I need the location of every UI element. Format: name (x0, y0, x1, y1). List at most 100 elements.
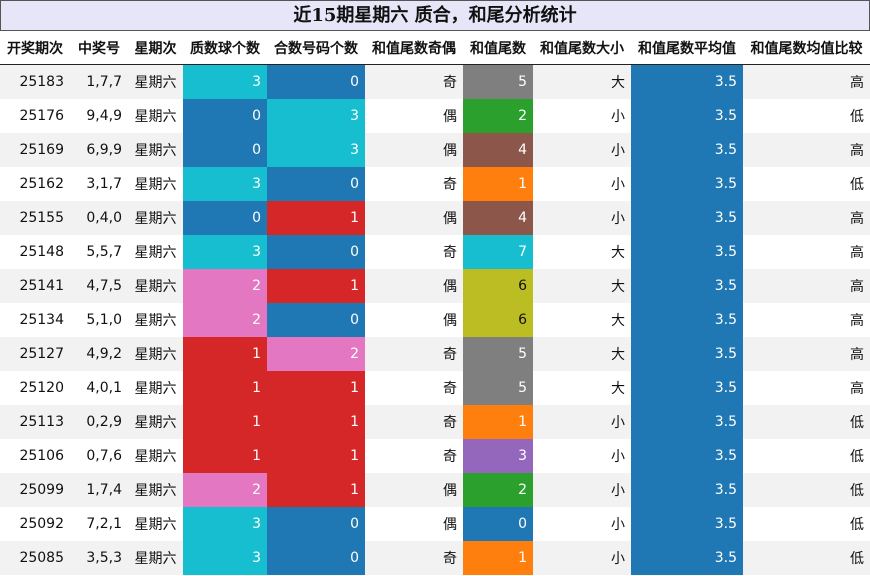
table-row: 25127 4,9,2 星期六 1 2 奇 5 大 3.5 高 (0, 337, 870, 371)
cell-prime-count: 1 (183, 405, 267, 439)
cell-tail-compare: 低 (743, 541, 870, 575)
cell-tail-size: 小 (533, 405, 631, 439)
cell-composite-count: 0 (267, 303, 365, 337)
cell-prime-count: 2 (183, 473, 267, 507)
cell-tail-average: 3.5 (631, 133, 743, 167)
cell-tail-parity: 偶 (365, 201, 463, 235)
cell-tail-compare: 高 (743, 235, 870, 269)
cell-tail-compare: 高 (743, 201, 870, 235)
cell-composite-count: 0 (267, 167, 365, 201)
cell-composite-count: 1 (267, 439, 365, 473)
cell-winning-number: 5,5,7 (70, 235, 128, 269)
table-row: 25148 5,5,7 星期六 3 0 奇 7 大 3.5 高 (0, 235, 870, 269)
cell-tail-average: 3.5 (631, 201, 743, 235)
cell-prime-count: 3 (183, 64, 267, 99)
cell-draw-number: 25120 (0, 371, 70, 405)
header-prime-count: 质数球个数 (183, 31, 267, 65)
cell-tail-compare: 高 (743, 371, 870, 405)
cell-draw-number: 25113 (0, 405, 70, 439)
cell-draw-number: 25141 (0, 269, 70, 303)
cell-tail-parity: 偶 (365, 473, 463, 507)
cell-tail: 3 (463, 439, 533, 473)
cell-composite-count: 1 (267, 371, 365, 405)
cell-draw-number: 25099 (0, 473, 70, 507)
cell-tail-average: 3.5 (631, 507, 743, 541)
cell-prime-count: 1 (183, 337, 267, 371)
cell-weekday: 星期六 (128, 269, 183, 303)
cell-draw-number: 25092 (0, 507, 70, 541)
cell-winning-number: 5,1,0 (70, 303, 128, 337)
cell-tail-compare: 高 (743, 303, 870, 337)
cell-prime-count: 3 (183, 235, 267, 269)
cell-tail: 2 (463, 99, 533, 133)
cell-tail-average: 3.5 (631, 64, 743, 99)
cell-weekday: 星期六 (128, 99, 183, 133)
cell-tail-average: 3.5 (631, 405, 743, 439)
cell-winning-number: 9,4,9 (70, 99, 128, 133)
header-winning-number: 中奖号 (70, 31, 128, 65)
cell-draw-number: 25176 (0, 99, 70, 133)
cell-weekday: 星期六 (128, 167, 183, 201)
cell-tail-parity: 偶 (365, 133, 463, 167)
cell-tail-size: 小 (533, 201, 631, 235)
cell-tail-average: 3.5 (631, 99, 743, 133)
cell-tail-size: 小 (533, 439, 631, 473)
cell-tail-size: 小 (533, 133, 631, 167)
cell-tail-average: 3.5 (631, 269, 743, 303)
cell-tail-compare: 高 (743, 269, 870, 303)
cell-prime-count: 1 (183, 439, 267, 473)
cell-draw-number: 25127 (0, 337, 70, 371)
cell-tail: 7 (463, 235, 533, 269)
cell-draw-number: 25169 (0, 133, 70, 167)
cell-prime-count: 3 (183, 541, 267, 575)
cell-tail-average: 3.5 (631, 337, 743, 371)
cell-tail-size: 小 (533, 167, 631, 201)
cell-tail-size: 大 (533, 337, 631, 371)
cell-tail-parity: 偶 (365, 507, 463, 541)
cell-draw-number: 25106 (0, 439, 70, 473)
cell-tail-average: 3.5 (631, 439, 743, 473)
cell-prime-count: 0 (183, 133, 267, 167)
cell-tail-compare: 高 (743, 64, 870, 99)
table-row: 25183 1,7,7 星期六 3 0 奇 5 大 3.5 高 (0, 64, 870, 99)
cell-tail-size: 小 (533, 473, 631, 507)
cell-tail: 6 (463, 269, 533, 303)
cell-weekday: 星期六 (128, 473, 183, 507)
cell-tail-average: 3.5 (631, 473, 743, 507)
cell-weekday: 星期六 (128, 337, 183, 371)
table-row: 25099 1,7,4 星期六 2 1 偶 2 小 3.5 低 (0, 473, 870, 507)
cell-tail: 5 (463, 64, 533, 99)
cell-tail-size: 大 (533, 269, 631, 303)
cell-prime-count: 0 (183, 99, 267, 133)
cell-winning-number: 3,5,3 (70, 541, 128, 575)
cell-draw-number: 25155 (0, 201, 70, 235)
cell-tail-parity: 奇 (365, 405, 463, 439)
table-row: 25113 0,2,9 星期六 1 1 奇 1 小 3.5 低 (0, 405, 870, 439)
header-weekday: 星期次 (128, 31, 183, 65)
cell-weekday: 星期六 (128, 133, 183, 167)
table-row: 25120 4,0,1 星期六 1 1 奇 5 大 3.5 高 (0, 371, 870, 405)
header-row: 开奖期次 中奖号 星期次 质数球个数 合数号码个数 和值尾数奇偶 和值尾数 和值… (0, 31, 870, 65)
cell-prime-count: 2 (183, 269, 267, 303)
table-row: 25085 3,5,3 星期六 3 0 奇 1 小 3.5 低 (0, 541, 870, 575)
cell-winning-number: 4,7,5 (70, 269, 128, 303)
cell-weekday: 星期六 (128, 541, 183, 575)
table-row: 25106 0,7,6 星期六 1 1 奇 3 小 3.5 低 (0, 439, 870, 473)
cell-tail-parity: 奇 (365, 541, 463, 575)
cell-composite-count: 2 (267, 337, 365, 371)
cell-tail-size: 小 (533, 99, 631, 133)
table-title: 近15期星期六 质合，和尾分析统计 (0, 0, 870, 31)
cell-tail-size: 大 (533, 303, 631, 337)
cell-tail-size: 大 (533, 64, 631, 99)
header-tail-size: 和值尾数大小 (533, 31, 631, 65)
cell-tail-parity: 奇 (365, 371, 463, 405)
cell-weekday: 星期六 (128, 371, 183, 405)
cell-composite-count: 0 (267, 507, 365, 541)
cell-draw-number: 25183 (0, 64, 70, 99)
cell-draw-number: 25162 (0, 167, 70, 201)
cell-winning-number: 3,1,7 (70, 167, 128, 201)
header-composite-count: 合数号码个数 (267, 31, 365, 65)
cell-composite-count: 0 (267, 541, 365, 575)
cell-winning-number: 6,9,9 (70, 133, 128, 167)
header-tail-average: 和值尾数平均值 (631, 31, 743, 65)
